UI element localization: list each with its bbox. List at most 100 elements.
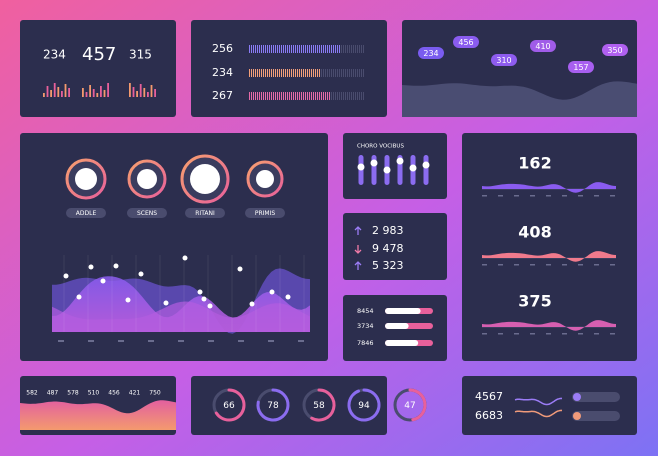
mini-bar	[96, 93, 99, 97]
bar-tick	[341, 45, 342, 53]
bar-tick	[271, 69, 272, 77]
strip-value: 582	[26, 390, 38, 397]
bar-tick	[279, 92, 280, 100]
bar-tick	[357, 69, 358, 77]
bar-tick	[363, 92, 364, 100]
bar-tick	[305, 45, 306, 53]
progress-value: 3734	[357, 322, 374, 330]
bar-tick	[287, 92, 288, 100]
bar-tick	[267, 45, 268, 53]
slider-thumb[interactable]	[370, 159, 378, 167]
mini-bar	[132, 87, 135, 97]
bar-tick	[261, 45, 262, 53]
gauge-label: RITANI	[195, 210, 215, 217]
wave-axis-tick	[562, 333, 567, 335]
wave-area	[482, 182, 616, 193]
summary-panel	[20, 20, 176, 117]
bar-tick	[315, 92, 316, 100]
wave-axis-tick	[530, 195, 535, 197]
ring-value: 66	[223, 401, 235, 411]
bar-tick	[251, 92, 252, 100]
gauge-value: 78	[199, 175, 212, 185]
bar-tick	[263, 92, 264, 100]
mini-bar	[100, 86, 102, 97]
bar-tick	[335, 69, 336, 77]
wave-axis-tick	[562, 264, 567, 266]
mini-bar	[68, 88, 70, 97]
progress-fill	[385, 308, 421, 314]
gauge-label-pill	[245, 208, 285, 218]
slider-thumb[interactable]	[422, 161, 430, 169]
bar-tick	[289, 92, 290, 100]
slider-thumb[interactable]	[409, 164, 417, 172]
bar-tick	[257, 69, 258, 77]
strip-value: 578	[67, 390, 79, 397]
mini-bar	[53, 83, 56, 97]
bar-tick	[301, 92, 302, 100]
slider-thumb[interactable]	[383, 166, 391, 174]
bar-tick	[359, 69, 360, 77]
bar-tick	[283, 92, 284, 100]
wave-axis-tick	[546, 195, 551, 197]
slider-track	[423, 155, 429, 185]
bar-tick	[293, 45, 294, 53]
toggle[interactable]	[572, 411, 620, 421]
main-dot	[201, 296, 207, 302]
bar-tick	[357, 92, 358, 100]
strip-value: 421	[129, 390, 141, 397]
bubble	[453, 36, 479, 48]
slider-thumb[interactable]	[357, 163, 365, 171]
main-axis-tick	[88, 340, 94, 342]
bar-tick	[259, 92, 260, 100]
toggle[interactable]	[572, 392, 620, 402]
bar-tick	[265, 92, 266, 100]
line-value: 4567	[475, 390, 503, 403]
bar-tick	[341, 69, 342, 77]
progress-value: 7846	[357, 339, 374, 347]
bar-tick	[277, 45, 278, 53]
bar-tick	[339, 69, 340, 77]
wave-axis-tick	[546, 333, 551, 335]
bar-tick	[351, 45, 352, 53]
bar-tick	[273, 45, 274, 53]
bubble-label: 157	[573, 63, 588, 72]
bar-tick	[287, 69, 288, 77]
bar-tick	[265, 45, 266, 53]
bar-tick	[335, 45, 336, 53]
bar-tick	[311, 92, 312, 100]
bar-tick	[357, 45, 358, 53]
wave-area	[482, 251, 616, 262]
wave-axis-tick	[562, 195, 567, 197]
bar-tick	[255, 69, 256, 77]
wave-value: 408	[518, 223, 551, 242]
mini-bar	[89, 85, 91, 97]
bar-tick	[351, 92, 352, 100]
bar-tick	[251, 69, 252, 77]
bar-tick	[363, 45, 364, 53]
bubble-label: 456	[458, 38, 473, 47]
ring-value: 94	[358, 401, 370, 411]
bar-tick	[299, 45, 300, 53]
bar-tick	[345, 69, 346, 77]
wave-axis-tick	[610, 264, 615, 266]
bar-tick	[345, 92, 346, 100]
bar-tick	[317, 69, 318, 77]
slider-thumb[interactable]	[396, 157, 404, 165]
main-axis-tick	[208, 340, 214, 342]
bar-tick	[277, 69, 278, 77]
bar-tick	[265, 69, 266, 77]
bar-tick	[337, 45, 338, 53]
wave-axis-tick	[610, 333, 615, 335]
wave-axis-tick	[498, 333, 503, 335]
bubble	[491, 54, 517, 66]
wave-value: 162	[518, 154, 551, 173]
bar-tick	[347, 69, 348, 77]
bar-tick	[353, 45, 354, 53]
ring-value: 78	[267, 401, 279, 411]
mini-bar	[150, 85, 153, 97]
line-curve	[514, 397, 563, 406]
bar-tick	[297, 69, 298, 77]
bar-tick	[315, 45, 316, 53]
